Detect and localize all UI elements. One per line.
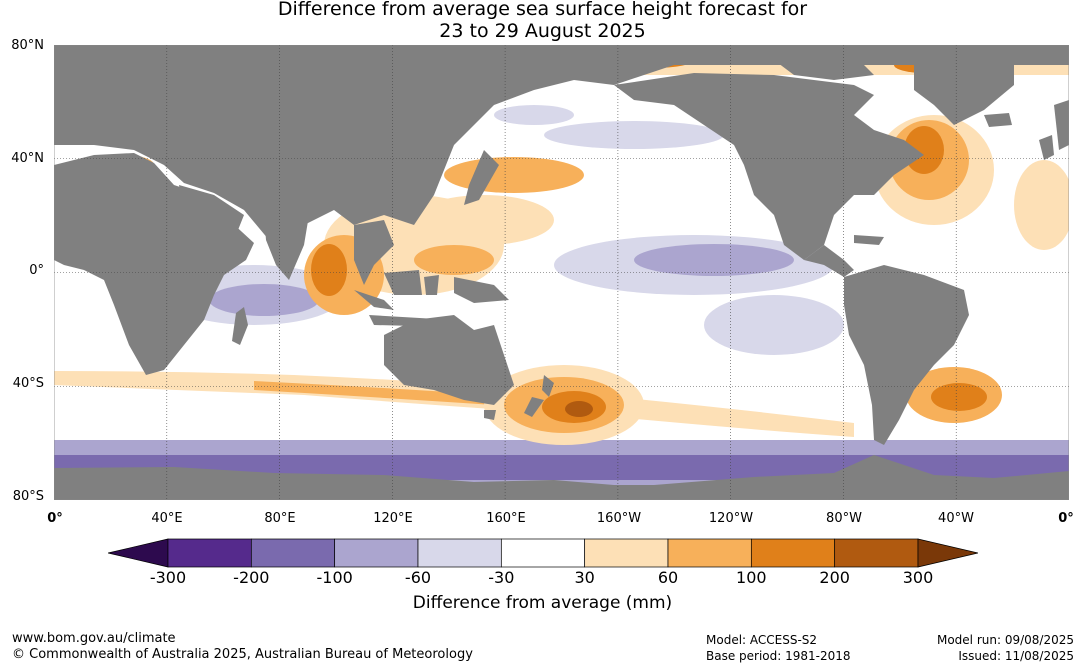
lat-label-0: 0° xyxy=(29,263,44,278)
title-line-1: Difference from average sea surface heig… xyxy=(277,0,808,20)
lon-label-120w: 120°W xyxy=(708,511,754,526)
lon-label-40e: 40°E xyxy=(151,511,183,526)
map-svg xyxy=(54,45,1069,500)
colorbar xyxy=(107,537,979,569)
graticule xyxy=(54,45,1069,500)
colorbar-tick-label: -60 xyxy=(404,568,432,587)
lon-label-0-right: 0° xyxy=(1058,511,1074,526)
lat-label-80n: 80°N xyxy=(11,38,44,53)
colorbar-tick-label: -200 xyxy=(233,568,270,587)
colorbar-extend-low xyxy=(107,538,169,568)
colorbar-extend-high xyxy=(917,538,979,568)
colorbar-tick-label: 300 xyxy=(902,568,934,587)
colorbar-bin xyxy=(250,538,336,568)
colorbar-tick-label: 60 xyxy=(657,568,679,587)
colorbar-tick-label: 100 xyxy=(736,568,767,587)
footer-copyright: © Commonwealth of Australia 2025, Austra… xyxy=(12,647,473,662)
lon-label-80e: 80°E xyxy=(264,511,296,526)
title-line-2: 23 to 29 August 2025 xyxy=(439,20,646,42)
colorbar-bin xyxy=(334,538,419,568)
colorbar-bin xyxy=(584,538,669,568)
footer-website: www.bom.gov.au/climate xyxy=(12,631,176,646)
lon-label-160e: 160°E xyxy=(486,511,526,526)
colorbar-tick-label: 200 xyxy=(819,568,850,587)
colorbar-bin xyxy=(417,538,502,568)
colorbar-bin xyxy=(167,538,252,568)
lon-label-0-left: 0° xyxy=(47,511,63,526)
colorbar-bin xyxy=(834,538,919,568)
lon-label-40w: 40°W xyxy=(938,511,974,526)
colorbar-bin xyxy=(667,538,752,568)
lat-label-40n: 40°N xyxy=(11,151,44,166)
lon-label-80w: 80°W xyxy=(826,511,862,526)
chart-title: Difference from average sea surface heig… xyxy=(0,0,1085,42)
footer-model: Model: ACCESS-S2 xyxy=(706,633,818,647)
lat-label-80s: 80°S xyxy=(12,489,44,504)
footer-issued: Issued: 11/08/2025 xyxy=(958,649,1074,663)
sea-surface-height-map xyxy=(54,45,1069,500)
colorbar-tick-label: -300 xyxy=(149,568,187,587)
colorbar-svg xyxy=(107,538,979,568)
lon-label-160w: 160°W xyxy=(596,511,642,526)
footer-model-run: Model run: 09/08/2025 xyxy=(936,633,1074,647)
land-layer xyxy=(54,45,1069,500)
colorbar-tick-label: -100 xyxy=(316,568,353,587)
footer-base-period: Base period: 1981-2018 xyxy=(706,649,851,663)
lat-label-40s: 40°S xyxy=(12,376,44,391)
colorbar-bin xyxy=(500,538,586,568)
colorbar-tick-label: -30 xyxy=(488,568,515,587)
colorbar-label: Difference from average (mm) xyxy=(412,593,673,613)
colorbar-tick-label: 30 xyxy=(574,568,595,587)
lon-label-120e: 120°E xyxy=(373,511,413,526)
colorbar-bin xyxy=(750,538,836,568)
